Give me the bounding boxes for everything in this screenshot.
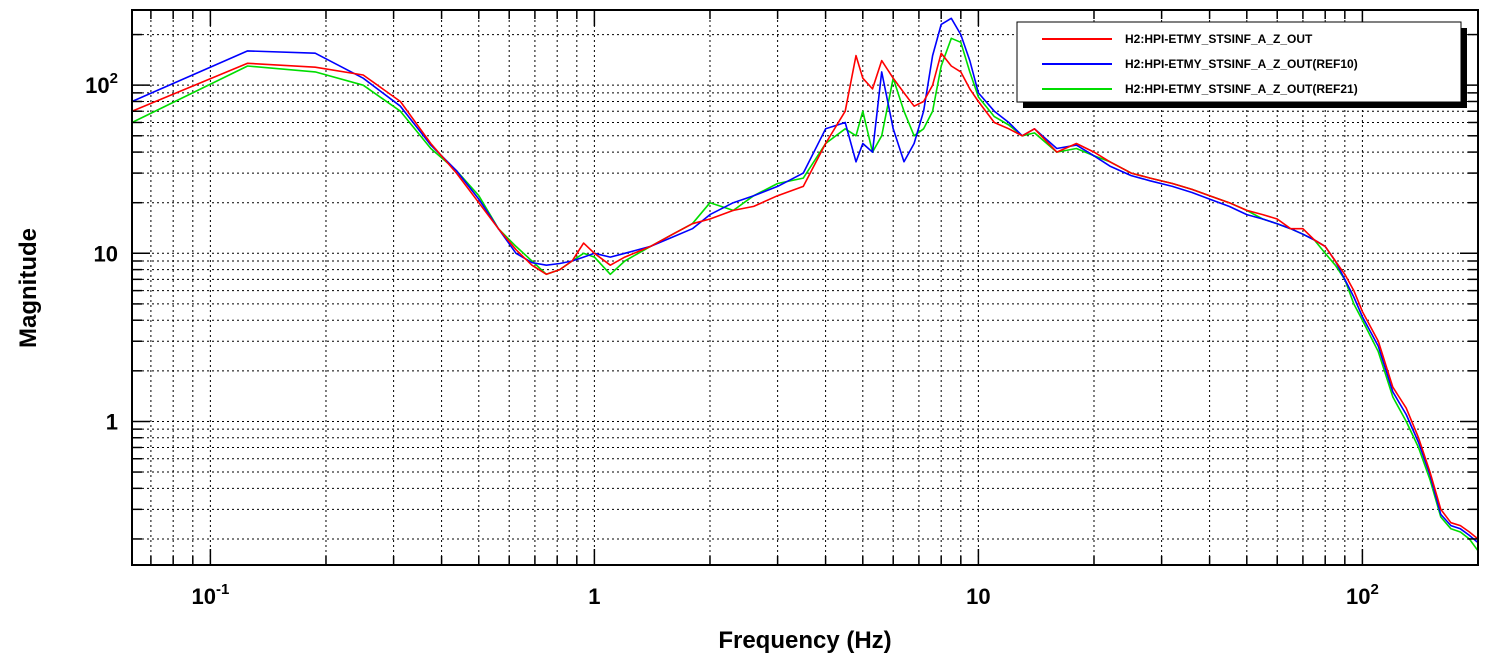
- x-tick-label: 10-1: [191, 581, 229, 609]
- legend-label: H2:HPI-ETMY_STSINF_A_Z_OUT(REF10): [1125, 57, 1358, 71]
- x-tick-label: 10: [966, 584, 990, 609]
- x-axis-title: Frequency (Hz): [718, 627, 891, 654]
- legend: H2:HPI-ETMY_STSINF_A_Z_OUT H2:HPI-ETMY_ST…: [1016, 21, 1467, 108]
- legend-label: H2:HPI-ETMY_STSINF_A_Z_OUT(REF21): [1125, 82, 1358, 96]
- y-tick-label: 1: [106, 409, 118, 434]
- series-line: [131, 17, 1479, 544]
- plot-frame: [131, 9, 1479, 566]
- axis-ticks: [132, 10, 1479, 565]
- tick-labels: 10-1 1 10 102 1 10 102: [85, 70, 1379, 609]
- y-axis-title: Magnitude: [15, 228, 42, 348]
- series-line: [131, 52, 1479, 540]
- legend-label: H2:HPI-ETMY_STSINF_A_Z_OUT: [1125, 32, 1313, 46]
- series-group: [131, 17, 1479, 552]
- x-tick-label: 102: [1346, 581, 1379, 609]
- x-tick-label: 1: [588, 584, 600, 609]
- y-tick-label: 102: [85, 70, 118, 98]
- y-tick-label: 10: [94, 241, 118, 266]
